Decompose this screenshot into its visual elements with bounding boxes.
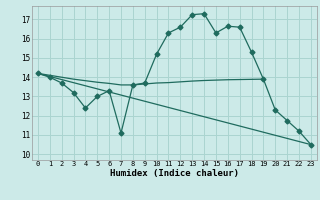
X-axis label: Humidex (Indice chaleur): Humidex (Indice chaleur) — [110, 169, 239, 178]
